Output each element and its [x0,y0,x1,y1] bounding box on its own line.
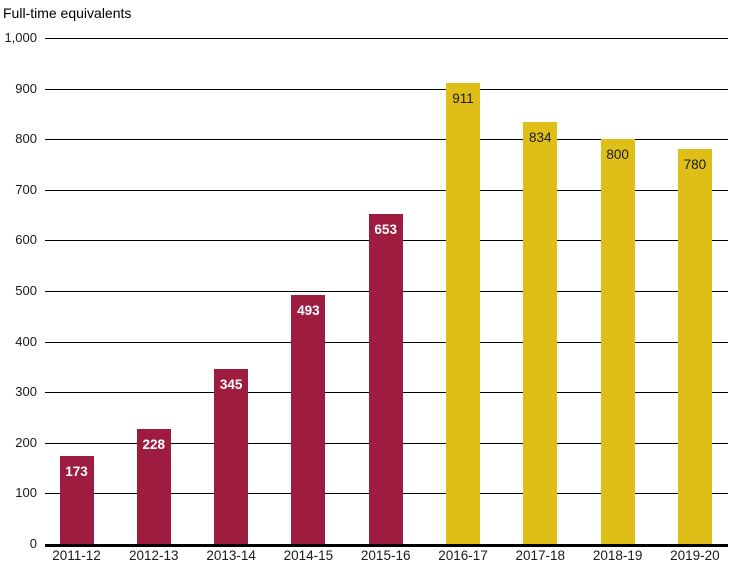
bar-2019-20: 780 [677,149,712,544]
bar-value-label: 228 [142,437,166,452]
chart-title: Full-time equivalents [3,5,132,21]
x-tick-label-2018-19: 2018-19 [592,548,643,563]
bar-2013-14: 345 [214,369,249,544]
bar-value-label: 800 [606,147,629,162]
gridline-1000 [45,38,728,39]
y-tick-label-0: 0 [29,536,37,551]
plot-area: 173 228 345 493 653 911 834 800 780 [45,38,728,547]
y-tick-label-600: 600 [15,232,37,247]
x-tick-label-2011-12: 2011-12 [52,548,101,563]
bar-value-label: 173 [65,464,88,479]
gridline-900 [45,89,728,90]
gridline-800 [45,139,728,140]
x-axis-line [45,544,728,547]
y-axis-labels: 0 100 200 300 400 500 600 700 800 900 1,000 [0,30,37,551]
bar-2012-13: 228 [136,429,171,544]
bar-value-label: 780 [683,157,707,172]
bar-2018-19: 800 [600,139,635,544]
y-tick-label-400: 400 [15,334,37,349]
y-tick-label-200: 200 [15,435,37,450]
bar-value-label: 911 [452,91,474,106]
bar-value-label: 653 [374,222,397,237]
x-tick-label-2014-15: 2014-15 [283,548,334,563]
y-tick-label-100: 100 [15,485,37,500]
x-tick-label-2017-18: 2017-18 [515,548,566,563]
x-tick-label-2019-20: 2019-20 [670,548,720,563]
x-tick-label-2012-13: 2012-13 [129,548,179,563]
x-tick-label-2015-16: 2015-16 [360,548,411,563]
x-tick-label-2016-17: 2016-17 [438,548,488,563]
bar-value-label: 493 [297,303,320,318]
bar-2017-18: 834 [523,122,558,544]
x-tick-label-2013-14: 2013-14 [206,548,256,563]
bar-2015-16: 653 [368,214,403,544]
bar-value-label: 345 [219,377,243,392]
bar-2016-17: 911 [446,83,480,544]
y-tick-label-1000: 1,000 [4,30,37,45]
y-tick-label-300: 300 [15,384,37,399]
bar-value-label: 834 [529,130,552,145]
y-tick-label-500: 500 [15,283,37,298]
y-tick-label-800: 800 [15,131,37,146]
bar-2014-15: 493 [291,295,326,544]
y-tick-label-900: 900 [15,81,37,96]
y-tick-label-700: 700 [15,182,37,197]
x-axis-labels: 2011-12 2012-13 2013-14 2014-15 2015-16 2016-… [45,548,728,566]
bar-2011-12: 173 [59,456,94,544]
gridline-700 [45,190,728,191]
